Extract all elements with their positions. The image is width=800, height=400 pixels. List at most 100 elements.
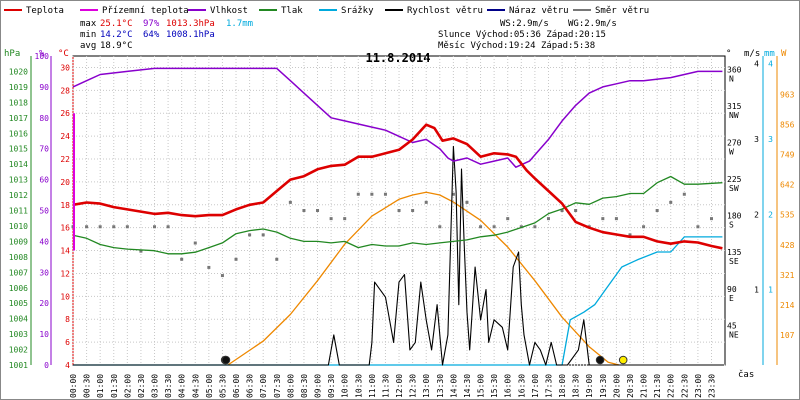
wind-direction-point [479, 225, 483, 229]
legend-wind-speed: Rychlost větru [407, 6, 483, 16]
x-tick-label: 05:30 [218, 374, 227, 398]
wind-direction-point [397, 209, 401, 212]
temperature-tick-label: 14 [60, 247, 70, 256]
stats-avg-temp: 18.9°C [100, 41, 133, 51]
humidity-tick-label: 60 [39, 176, 49, 185]
x-tick-label: 05:00 [205, 374, 214, 398]
direction-tick-name: E [729, 294, 734, 303]
rain-tick-label: 4 [768, 60, 773, 69]
wind-tick-label: 3 [754, 135, 759, 144]
temperature-tick-label: 20 [60, 178, 70, 187]
wind-direction-point [438, 225, 442, 229]
pressure-tick-label: 1009 [9, 237, 28, 246]
humidity-tick-label: 20 [39, 299, 49, 308]
pressure-tick-label: 1018 [9, 98, 28, 107]
pressure-tick-label: 1002 [9, 346, 28, 355]
direction-tick-label: 270 [727, 138, 742, 147]
x-tick-label: 10:30 [354, 374, 363, 398]
direction-tick-name: SW [729, 184, 739, 193]
stats-min-label: min [80, 30, 96, 40]
wind-direction-point [411, 209, 415, 212]
x-tick-label: 13:00 [422, 374, 431, 398]
x-tick-label: 16:00 [504, 374, 513, 398]
direction-tick-name: S [729, 221, 734, 230]
x-tick-label: 23:00 [694, 374, 703, 398]
x-tick-label: 13:30 [436, 374, 445, 398]
stats-block: max 25.1°C 97% 1013.3hPa 1.7mm min 14.2°… [80, 19, 617, 51]
x-tick-label: 09:30 [327, 374, 336, 398]
axis-unit-mm: mm [764, 49, 775, 59]
pressure-tick-label: 1017 [9, 114, 28, 123]
axis-unit-w: W [781, 49, 787, 59]
pressure-tick-label: 1014 [9, 160, 28, 169]
pressure-tick-label: 1013 [9, 176, 28, 185]
direction-tick-name: W [729, 147, 734, 156]
wind-direction-point [329, 217, 333, 221]
x-tick-label: 19:00 [585, 374, 594, 398]
wind-direction-point [492, 225, 496, 229]
pressure-tick-label: 1015 [9, 145, 28, 154]
wind-direction-point [85, 225, 89, 229]
temperature-line [72, 123, 723, 250]
wind-direction-point [180, 257, 184, 261]
sun-moon-markers [220, 355, 628, 365]
wind-direction-point [261, 233, 265, 237]
x-tick-label: 14:00 [449, 374, 458, 398]
temperature-tick-label: 30 [60, 63, 70, 72]
stats-min-temp: 14.2°C [100, 30, 133, 40]
moonrise-marker [595, 355, 605, 365]
humidity-tick-label: 10 [39, 330, 49, 339]
x-tick-label: 18:30 [572, 374, 581, 398]
axis-unit-ms: m/s [744, 49, 760, 59]
temperature-tick-label: 18 [60, 201, 70, 210]
legend-wind-direction: Směr větru [595, 6, 649, 16]
wind-direction-point [628, 233, 632, 237]
wind-direction-point [546, 217, 550, 221]
direction-tick-name: NW [729, 111, 739, 120]
axis-ticks: 00:00 00:30 01:00 01:30 02:00 02:30 03:00 03:30… [9, 52, 795, 398]
temperature-tick-label: 28 [60, 86, 70, 95]
pressure-tick-label: 1005 [9, 299, 28, 308]
stats-max-humidity: 97% [143, 19, 160, 29]
wind-tick-label: 4 [754, 60, 759, 69]
legend-rain: Srážky [341, 6, 374, 16]
x-tick-label: 03:30 [164, 374, 173, 398]
x-tick-label: 12:30 [409, 374, 418, 398]
wind-direction-point [153, 225, 157, 229]
stats-max-label: max [80, 19, 97, 29]
wind-direction-point [669, 200, 673, 204]
stats-rain: 1.7mm [226, 19, 253, 29]
radiation-tick-label: 749 [780, 151, 795, 160]
radiation-tick-label: 321 [780, 271, 795, 280]
legend-wind-gust: Náraz větru [509, 6, 569, 16]
humidity-line [72, 67, 723, 168]
humidity-tick-label: 80 [39, 114, 49, 123]
radiation-tick-label: 107 [780, 331, 795, 340]
direction-tick-name: N [729, 74, 734, 83]
legend-pressure: Tlak [281, 6, 303, 16]
radiation-tick-label: 535 [780, 211, 795, 220]
rain-tick-label: 3 [768, 135, 773, 144]
direction-tick-label: 315 [727, 102, 742, 111]
x-tick-label: 20:00 [612, 374, 621, 398]
humidity-tick-label: 70 [39, 145, 49, 154]
pressure-tick-label: 1011 [9, 207, 28, 216]
direction-tick-name: NE [729, 330, 739, 339]
chart-title: 11.8.2014 [365, 51, 430, 65]
wind-direction-point [682, 192, 686, 196]
x-tick-label: 11:00 [368, 374, 377, 398]
legend: Teplota Přízemní teplota Vlhkost Tlak Sr… [4, 6, 649, 16]
pressure-tick-label: 1003 [9, 330, 28, 339]
x-tick-label: 20:30 [626, 374, 635, 398]
wind-direction-point [98, 225, 102, 229]
grid [72, 56, 725, 366]
x-tick-label: 08:30 [300, 374, 309, 398]
wind-direction-point [220, 274, 224, 278]
temperature-tick-label: 22 [60, 155, 70, 164]
stats-moon: Měsíc Východ:19:24 Západ:5:38 [438, 41, 595, 51]
direction-tick-label: 225 [727, 175, 742, 184]
wind-direction-point [193, 241, 197, 245]
humidity-tick-label: 100 [35, 52, 50, 61]
pressure-tick-label: 1008 [9, 253, 28, 262]
